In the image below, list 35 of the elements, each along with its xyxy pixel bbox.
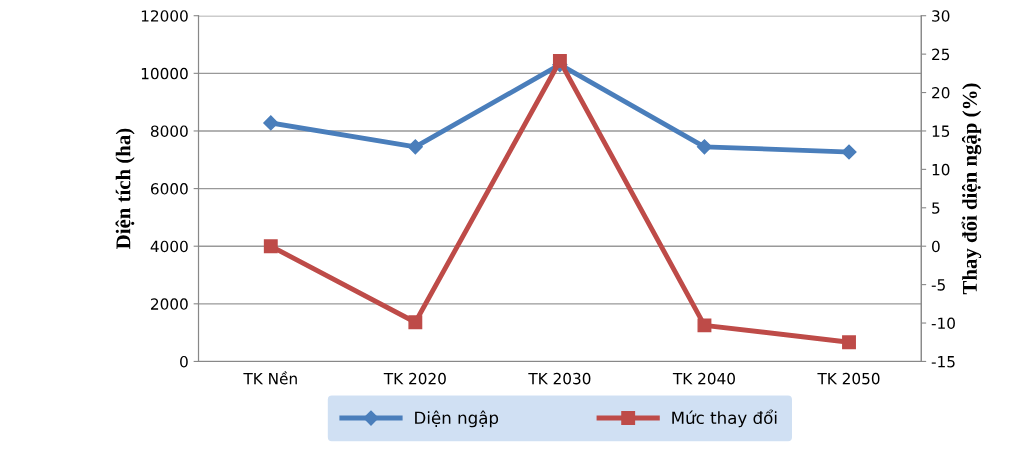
point bbox=[697, 318, 712, 333]
x-tick-label: TK Nền bbox=[243, 371, 297, 385]
y2-tick-label: 15 bbox=[932, 125, 950, 137]
point bbox=[841, 144, 857, 160]
x-tick-label: TK 2020 bbox=[383, 372, 446, 385]
y2-tick-label: -5 bbox=[931, 279, 945, 291]
x-tick-label: TK 2050 bbox=[817, 372, 880, 385]
y-tick-label: 0 bbox=[180, 355, 188, 368]
y-axis-title: Diện tích (ha) bbox=[115, 128, 135, 249]
y-tick-label: 6000 bbox=[150, 183, 188, 195]
x-tick-label: TK 2030 bbox=[528, 372, 591, 385]
y-tick-label: 4000 bbox=[150, 240, 188, 253]
y2-tick-label: 5 bbox=[932, 202, 940, 214]
point bbox=[408, 315, 423, 330]
point bbox=[842, 335, 856, 350]
point bbox=[552, 54, 567, 68]
y2-tick-label: -10 bbox=[931, 317, 955, 330]
y-tick-label: 12000 bbox=[141, 10, 188, 22]
y2-tick-label: 30 bbox=[932, 10, 950, 22]
legend-label: Diện ngập bbox=[415, 410, 499, 428]
y2-tick-label: 25 bbox=[932, 48, 950, 61]
point bbox=[263, 115, 279, 131]
x-tick-label: TK 2040 bbox=[672, 372, 735, 385]
point bbox=[407, 139, 423, 155]
y2-tick-label: 20 bbox=[932, 87, 950, 99]
y2-axis-title: Thay đổi diện ngập (%) bbox=[961, 83, 982, 295]
y2-tick-label: -15 bbox=[931, 356, 955, 368]
point bbox=[696, 139, 713, 155]
y2-tick-label: 0 bbox=[932, 240, 940, 253]
legend-label: Mức thay đổi bbox=[672, 409, 777, 428]
point bbox=[263, 239, 278, 254]
y-tick-label: 2000 bbox=[151, 298, 188, 310]
y2-tick-label: 10 bbox=[932, 163, 950, 176]
y-tick-label: 8000 bbox=[150, 125, 188, 137]
y-tick-label: 10000 bbox=[141, 67, 188, 80]
